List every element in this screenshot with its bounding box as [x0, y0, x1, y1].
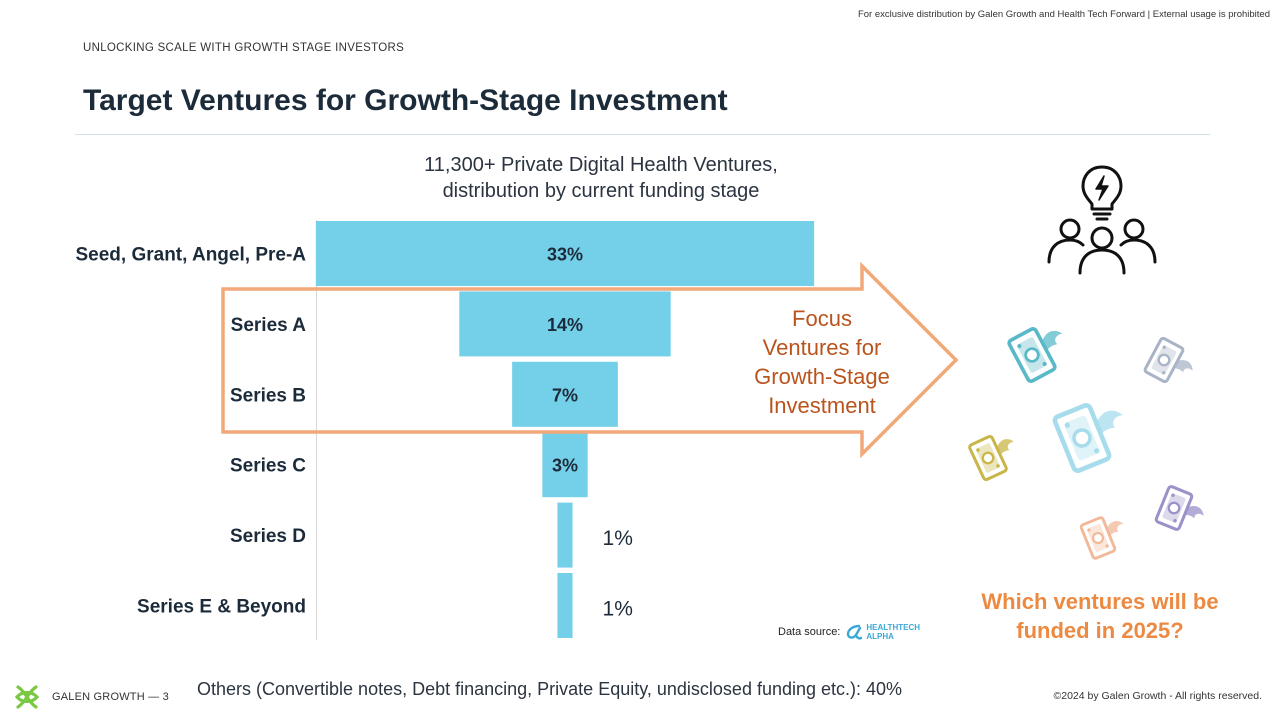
funnel-bar: [557, 502, 573, 568]
category-label: Series E & Beyond: [137, 597, 306, 618]
bar-value-label: 1%: [603, 598, 633, 621]
alpha-mark-icon: [847, 624, 863, 640]
healthtech-alpha-logo: HEALTHTECH ALPHA: [844, 622, 920, 642]
flying-money-peach-icon: [1079, 516, 1124, 560]
lightbulb-people-icon: [1047, 165, 1157, 275]
funnel-bar: [542, 432, 588, 498]
category-label: Series C: [230, 456, 306, 477]
flying-money-purple-icon: [1154, 485, 1204, 531]
category-label: Seed, Grant, Angel, Pre-A: [75, 245, 306, 266]
data-source: Data source: HEALTHTECH ALPHA: [778, 622, 920, 642]
logo-line-2: ALPHA: [866, 632, 894, 641]
chart-title-line-2: distribution by current funding stage: [442, 180, 760, 202]
funnel-bar: [459, 291, 671, 357]
flying-money-group: [968, 327, 1204, 560]
bar-value-label: 1%: [603, 527, 633, 550]
page-title: Target Ventures for Growth-Stage Investm…: [83, 84, 728, 117]
category-label: Series B: [230, 385, 306, 406]
chart-title-line-1: 11,300+ Private Digital Health Ventures,: [424, 154, 778, 176]
section-eyebrow: UNLOCKING SCALE WITH GROWTH STAGE INVEST…: [83, 42, 405, 54]
galen-growth-logo-icon: [14, 685, 40, 709]
others-note: Others (Convertible notes, Debt financin…: [197, 679, 903, 699]
bar-value-label: 33%: [547, 245, 583, 265]
footer-brand-block: GALEN GROWTH — 3: [12, 682, 169, 712]
bar-value-label: 3%: [552, 456, 578, 476]
page-number: 3: [162, 691, 169, 703]
focus-callout-text: Focus Ventures for Growth-Stage Investme…: [742, 304, 902, 420]
bar-value-label: 7%: [552, 385, 578, 405]
category-label: Series A: [231, 315, 307, 336]
footer-separator: —: [148, 691, 160, 703]
flying-money-teal-icon: [1007, 327, 1063, 383]
flying-money-lightblue-icon: [1052, 403, 1123, 473]
title-divider: [75, 134, 1210, 135]
copyright: ©2024 by Galen Growth - All rights reser…: [1053, 690, 1263, 702]
bar-value-label: 14%: [547, 315, 583, 335]
focus-line-2: Ventures for: [762, 335, 882, 360]
footer-brand-name: GALEN GROWTH: [52, 691, 145, 703]
funnel-bar: [557, 573, 573, 638]
focus-line-4: Investment: [768, 393, 876, 418]
data-source-label: Data source:: [778, 626, 841, 638]
flying-money-olive-icon: [968, 434, 1014, 482]
logo-line-1: HEALTHTECH: [866, 623, 920, 632]
flying-money-grey-icon: [1143, 336, 1193, 384]
focus-arrow: [221, 261, 959, 459]
focus-line-1: Focus: [792, 306, 852, 331]
healthtech-alpha-wordmark: HEALTHTECH ALPHA: [866, 623, 920, 641]
question-callout: Which ventures will be funded in 2025?: [960, 587, 1240, 645]
focus-line-3: Growth-Stage: [754, 364, 890, 389]
footer-brand: GALEN GROWTH — 3: [52, 691, 169, 703]
chart-title: 11,300+ Private Digital Health Ventures,…: [380, 152, 822, 204]
disclaimer: For exclusive distribution by Galen Grow…: [857, 9, 1270, 20]
question-line-2: funded in 2025?: [1016, 618, 1184, 643]
funnel-bar: [315, 221, 815, 286]
category-label: Series D: [230, 526, 306, 547]
question-line-1: Which ventures will be: [981, 589, 1219, 614]
funnel-bar: [512, 361, 618, 427]
